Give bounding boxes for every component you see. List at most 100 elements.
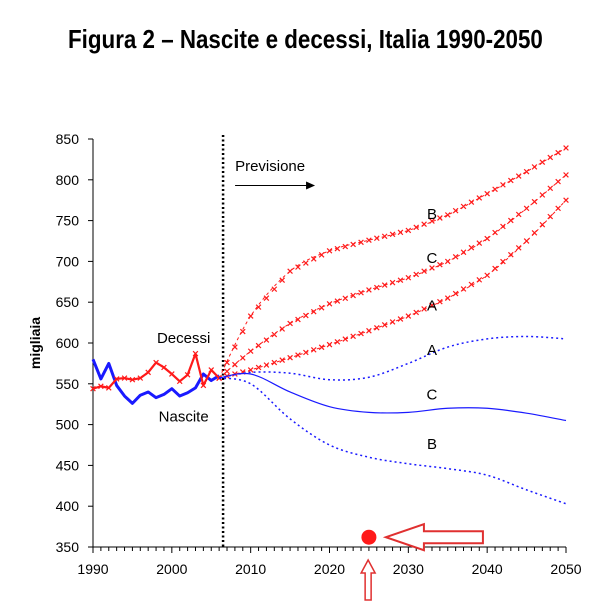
- cross-stroke: [563, 197, 569, 204]
- series-decessi-c-point: [421, 268, 427, 275]
- series-decessi-a-line: [219, 199, 567, 379]
- cross-stroke: [200, 382, 207, 389]
- series-decessi-c-point: [271, 331, 278, 338]
- cross-stroke: [358, 289, 364, 296]
- cross-stroke: [523, 238, 530, 244]
- series-decessi-b-point: [255, 304, 262, 310]
- annotation-b: B: [427, 436, 437, 453]
- x-tick-label: 2020: [314, 561, 345, 577]
- series-decessi-b-point: [547, 154, 554, 161]
- series-decessi-b-line: [218, 147, 567, 379]
- annotation-decessi: Decessi: [157, 330, 210, 347]
- cross-stroke: [303, 312, 309, 319]
- series-decessi-a-point: [295, 352, 301, 358]
- series-decessi-point: [113, 376, 120, 382]
- cross-stroke: [413, 271, 420, 278]
- series-decessi-a-point: [563, 197, 569, 204]
- cross-stroke: [381, 282, 388, 288]
- series-decessi-b-point: [507, 177, 514, 184]
- series-decessi-b-point: [555, 149, 561, 156]
- series-decessi-b-point: [310, 256, 317, 262]
- series-decessi-c-point: [460, 249, 467, 256]
- annotation-nascite: Nascite: [159, 408, 209, 425]
- series-decessi-c-point: [279, 326, 286, 332]
- series-decessi-c-point: [342, 295, 349, 302]
- cross-stroke: [239, 328, 246, 335]
- series-decessi-c-point: [484, 235, 490, 242]
- cross-stroke: [429, 302, 435, 309]
- cross-stroke: [318, 252, 325, 258]
- cross-stroke: [287, 268, 293, 275]
- cross-stroke: [555, 149, 561, 156]
- cross-stroke: [279, 326, 286, 332]
- series-decessi-a-point: [358, 330, 364, 337]
- series-decessi-c-point: [539, 192, 546, 198]
- y-axis-label: migliaia: [27, 317, 43, 369]
- series-decessi-a-point: [366, 327, 372, 334]
- series-decessi-a-point: [444, 295, 451, 301]
- cross-stroke: [476, 240, 483, 246]
- cross-stroke: [397, 316, 404, 322]
- series-decessi-c-point: [350, 292, 356, 299]
- cross-stroke: [421, 221, 427, 228]
- y-tick-label: 400: [56, 498, 80, 514]
- cross-stroke: [492, 186, 498, 193]
- cross-stroke: [437, 298, 443, 305]
- series-decessi-c-point: [366, 287, 372, 293]
- series-decessi-c-point: [523, 205, 530, 212]
- x-tick-label: 2050: [550, 561, 581, 577]
- x-tick-label: 2000: [156, 561, 187, 577]
- series-decessi-b-point: [492, 186, 498, 193]
- cross-stroke: [271, 359, 278, 366]
- series-decessi-c-point: [492, 229, 498, 236]
- series-decessi-b-point: [373, 235, 380, 242]
- cross-stroke: [444, 295, 451, 301]
- series-decessi-a-point: [452, 290, 459, 297]
- series-decessi-a-point: [271, 359, 278, 366]
- cross-stroke: [287, 354, 293, 361]
- cross-stroke: [389, 319, 396, 325]
- annotation-b: B: [427, 206, 437, 223]
- cross-stroke: [468, 281, 475, 288]
- cross-stroke: [373, 235, 380, 242]
- series-decessi-point: [98, 383, 104, 390]
- series-decessi-c-point: [318, 304, 325, 311]
- cross-stroke: [334, 245, 341, 252]
- series-decessi-b-point: [437, 215, 443, 221]
- series-decessi-b-point: [421, 221, 427, 228]
- series-decessi-a-point: [413, 309, 420, 316]
- cross-stroke: [105, 385, 112, 391]
- cross-stroke: [523, 168, 530, 175]
- series-decessi-b-point: [295, 264, 301, 270]
- series-decessi-a-point: [539, 221, 546, 228]
- series-decessi-b-point: [271, 286, 278, 292]
- cross-stroke: [121, 375, 128, 381]
- series-decessi-point: [184, 371, 191, 378]
- annotation-c: C: [427, 386, 438, 403]
- cross-stroke: [350, 333, 356, 340]
- cross-stroke: [555, 178, 561, 185]
- cross-stroke: [247, 367, 254, 373]
- cross-stroke: [500, 258, 506, 265]
- cross-stroke: [145, 369, 152, 376]
- series-decessi-b-point: [224, 359, 230, 366]
- cross-stroke: [295, 352, 301, 358]
- chart-title: Figura 2 – Nascite e decessi, Italia 199…: [68, 24, 543, 54]
- cross-stroke: [287, 320, 293, 327]
- series-decessi-c-point: [295, 316, 301, 323]
- series-decessi-a-point: [507, 251, 514, 258]
- cross-stroke: [413, 309, 420, 316]
- series-nascite-a-line: [218, 335, 567, 381]
- cross-stroke: [310, 256, 317, 262]
- y-tick-label: 550: [56, 376, 80, 392]
- cross-stroke: [563, 172, 569, 178]
- cross-stroke: [547, 213, 554, 220]
- series-decessi-c-line: [218, 174, 567, 379]
- series-decessi-c-point: [310, 308, 317, 315]
- series-decessi-b-point: [476, 195, 483, 201]
- up-pointer-arrow: [359, 558, 377, 601]
- cross-stroke: [342, 336, 349, 342]
- cross-stroke: [373, 284, 380, 291]
- series-decessi-a-point: [389, 319, 396, 325]
- cross-stroke: [515, 211, 522, 218]
